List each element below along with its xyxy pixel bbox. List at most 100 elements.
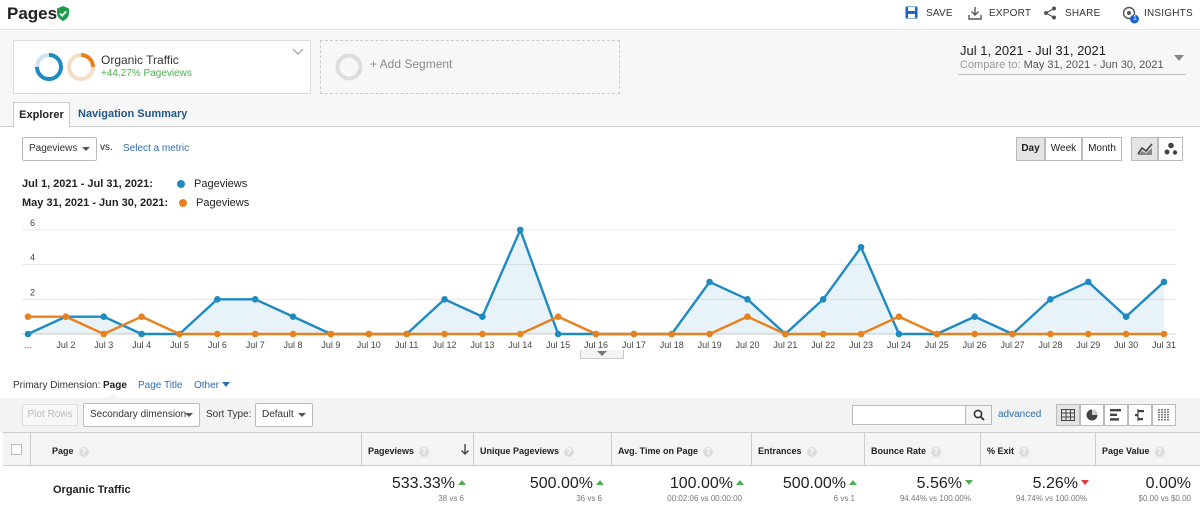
metric-select[interactable]: Pageviews xyxy=(22,137,97,161)
search-button[interactable] xyxy=(965,405,992,425)
x-tick-label: Jul 20 xyxy=(735,340,759,350)
select-metric-link[interactable]: Select a metric xyxy=(123,143,190,154)
date-range[interactable]: Jul 1, 2021 - Jul 31, 2021 xyxy=(960,43,1106,58)
month-button[interactable]: Month xyxy=(1082,137,1122,161)
column-page[interactable]: Page? xyxy=(52,446,89,457)
x-tick-label: Jul 31 xyxy=(1152,340,1176,350)
data-point-current xyxy=(895,330,903,338)
bounce-rate-value: 5.56% xyxy=(867,475,973,493)
page-value-value: 0.00% xyxy=(1145,475,1191,492)
data-point-previous xyxy=(668,330,676,338)
primary-dimension-other[interactable]: Other xyxy=(194,380,231,391)
exit-compare: 94.74% vs 100.00% xyxy=(1015,494,1087,503)
column-bounce-rate-label: Bounce Rate xyxy=(871,446,927,456)
plot-rows-button[interactable]: Plot Rows xyxy=(22,404,78,426)
help-icon[interactable]: ? xyxy=(78,447,89,457)
help-icon[interactable]: ? xyxy=(703,447,714,457)
view-pie-button[interactable] xyxy=(1080,404,1104,426)
view-table-button[interactable] xyxy=(1056,404,1080,426)
x-tick-label: Jul 9 xyxy=(321,340,340,350)
export-icon[interactable] xyxy=(968,6,982,20)
x-tick-label: Jul 19 xyxy=(698,340,722,350)
segment-name: Organic Traffic xyxy=(101,53,179,67)
select-all-checkbox[interactable] xyxy=(11,444,22,455)
column-page-value[interactable]: Page Value? xyxy=(1102,446,1165,457)
data-point-previous xyxy=(327,330,335,338)
search-icon xyxy=(973,409,985,421)
view-comparison-button[interactable] xyxy=(1128,404,1152,426)
view-performance-button[interactable] xyxy=(1104,404,1128,426)
column-pageviews[interactable]: Pageviews? xyxy=(368,446,430,457)
vs-label: vs. xyxy=(100,142,113,153)
column-exit[interactable]: % Exit? xyxy=(987,446,1030,457)
column-bounce-rate[interactable]: Bounce Rate? xyxy=(871,446,942,457)
unique-pageviews-percent: 500.00% xyxy=(529,475,593,492)
tab-explorer[interactable]: Explorer xyxy=(13,102,70,128)
insights-button[interactable]: INSIGHTS xyxy=(1144,8,1193,19)
x-tick-label: Jul 12 xyxy=(433,340,457,350)
primary-dimension-page[interactable]: Page xyxy=(103,380,127,391)
x-tick-label: Jul 29 xyxy=(1076,340,1100,350)
help-icon[interactable]: ? xyxy=(564,447,575,457)
bounce-rate-percent: 5.56% xyxy=(916,475,962,492)
insights-icon[interactable] xyxy=(1122,6,1140,24)
help-icon[interactable]: ? xyxy=(931,447,942,457)
chevron-down-icon[interactable] xyxy=(292,48,304,56)
line-chart-button[interactable] xyxy=(1131,137,1158,161)
x-tick-label: Jul 28 xyxy=(1038,340,1062,350)
bounce-rate-compare: 94.44% vs 100.00% xyxy=(899,494,971,503)
entrances-value: 500.00% xyxy=(754,475,857,493)
x-tick-label: … xyxy=(24,340,33,350)
date-dropdown-icon[interactable] xyxy=(1174,55,1184,61)
help-icon[interactable]: ? xyxy=(419,447,430,457)
week-button[interactable]: Week xyxy=(1045,137,1082,161)
help-icon[interactable]: ? xyxy=(806,447,817,457)
secondary-dimension-select[interactable]: Secondary dimension xyxy=(83,403,200,427)
x-tick-label: Jul 30 xyxy=(1114,340,1138,350)
chart-resize-handle[interactable] xyxy=(580,350,624,359)
primary-dimension-label: Primary Dimension: xyxy=(13,380,101,391)
table-view-icon xyxy=(1061,409,1075,421)
day-button[interactable]: Day xyxy=(1016,137,1045,161)
exit-percent: 5.26% xyxy=(1032,475,1078,492)
arrow-down-icon xyxy=(965,480,973,485)
avg-time-value: 100.00% xyxy=(614,475,744,493)
help-icon[interactable]: ? xyxy=(1019,447,1030,457)
legend-previous-dot xyxy=(179,199,187,207)
compare-range[interactable]: Compare to: May 31, 2021 - Jun 30, 2021 xyxy=(960,59,1164,71)
export-button[interactable]: EXPORT xyxy=(989,8,1032,19)
column-entrances-label: Entrances xyxy=(758,446,802,456)
x-tick-label: Jul 6 xyxy=(208,340,227,350)
sort-desc-icon[interactable] xyxy=(460,444,470,455)
tab-navigation-summary[interactable]: Navigation Summary xyxy=(78,108,188,120)
help-icon[interactable]: ? xyxy=(1154,447,1165,457)
data-point-previous xyxy=(516,330,524,338)
x-tick-label: Jul 26 xyxy=(963,340,987,350)
pageviews-percent: 533.33% xyxy=(391,475,455,492)
data-point-current xyxy=(744,295,751,303)
view-pivot-button[interactable] xyxy=(1152,404,1176,426)
data-point-current xyxy=(1047,295,1054,303)
data-point-previous xyxy=(176,330,183,338)
column-unique-pageviews[interactable]: Unique Pageviews? xyxy=(480,446,575,457)
column-avg-time[interactable]: Avg. Time on Page? xyxy=(618,446,714,457)
sort-type-select[interactable]: Default xyxy=(255,403,313,427)
column-entrances[interactable]: Entrances? xyxy=(758,446,817,457)
advanced-filter-link[interactable]: advanced xyxy=(998,409,1042,420)
save-button[interactable]: SAVE xyxy=(926,8,953,19)
data-point-current xyxy=(1122,313,1130,320)
row-segment-name: Organic Traffic xyxy=(53,484,131,496)
x-tick-label: Jul 7 xyxy=(246,340,265,350)
data-point-previous xyxy=(933,330,941,338)
share-icon[interactable] xyxy=(1043,6,1057,20)
data-point-previous xyxy=(479,330,486,338)
pivot-icon xyxy=(1158,409,1169,421)
add-segment-button[interactable] xyxy=(320,40,620,94)
save-icon[interactable] xyxy=(905,6,918,19)
share-button[interactable]: SHARE xyxy=(1065,8,1101,19)
x-tick-label: Jul 22 xyxy=(811,340,835,350)
data-point-previous xyxy=(971,330,978,338)
motion-chart-button[interactable] xyxy=(1158,137,1183,161)
data-point-previous xyxy=(214,330,221,338)
primary-dimension-page-title[interactable]: Page Title xyxy=(138,380,183,391)
